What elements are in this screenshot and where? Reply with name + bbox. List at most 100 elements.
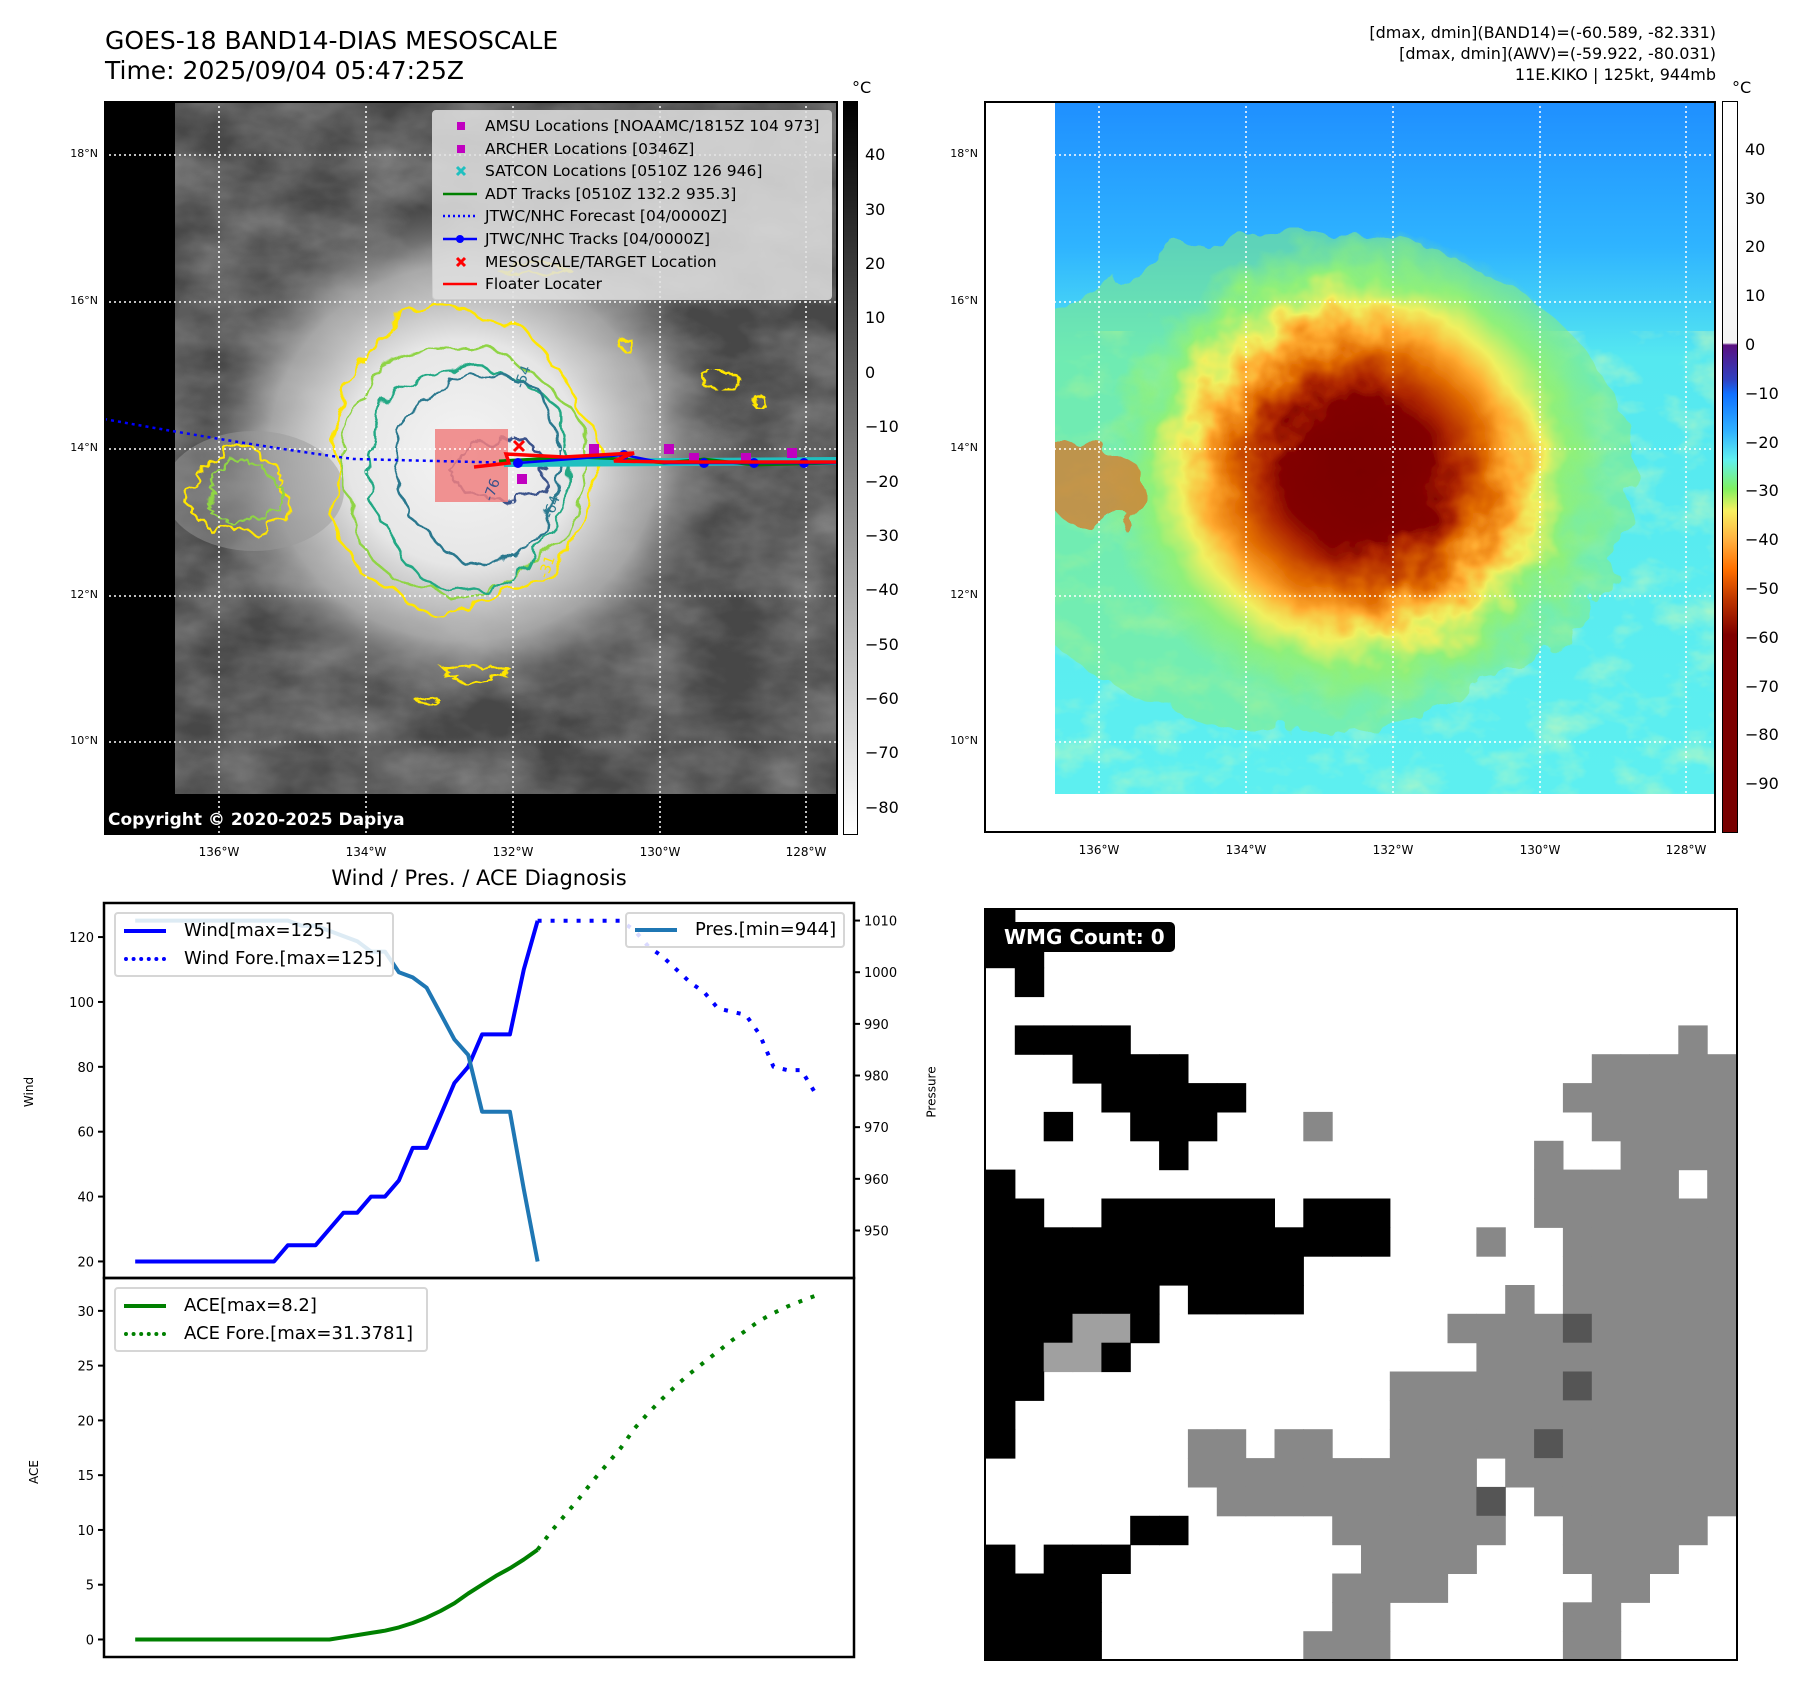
wmg-cell — [1562, 1342, 1593, 1373]
wmg-cell — [1361, 1544, 1391, 1574]
colorbar-tick-label: 10 — [865, 308, 886, 328]
wmg-cell — [1620, 1429, 1650, 1459]
wmg-cell — [1505, 1400, 1535, 1430]
temperature-contour — [440, 664, 512, 685]
wind-forecast-line — [537, 918, 817, 1094]
wmg-cell — [1620, 1111, 1650, 1142]
temperature-contour — [617, 337, 634, 354]
wmg-cell — [1591, 1342, 1622, 1373]
wmg-cell — [1620, 1515, 1650, 1546]
wmg-cell — [1418, 1544, 1449, 1574]
pressure-tick-label: 950 — [864, 1224, 889, 1239]
wind-legend: Wind[max=125] Wind Fore.[max=125] — [114, 912, 394, 977]
temperature-contour — [204, 457, 288, 527]
wmg-cell — [1649, 1458, 1679, 1488]
legend-square-icon — [443, 138, 477, 160]
pressure-axis-label: Pressure — [924, 1066, 939, 1118]
wmg-panel — [984, 908, 1738, 1661]
wmg-cell — [1043, 1573, 1074, 1603]
wmg-cell — [1418, 1458, 1449, 1488]
wmg-cell — [1159, 1256, 1189, 1286]
colorbar-tick-label: −80 — [1745, 725, 1779, 745]
wmg-cell — [1505, 1342, 1535, 1373]
wmg-cell — [986, 1285, 1016, 1315]
wmg-cell — [1014, 1256, 1045, 1286]
amsu-location-marker — [689, 453, 699, 463]
wmg-cell — [1187, 1256, 1218, 1286]
temperature-contour — [413, 695, 442, 707]
wmg-cell — [1014, 1371, 1045, 1401]
wmg-cell — [1620, 1169, 1650, 1199]
wmg-cell — [1678, 1285, 1708, 1315]
wmg-cell — [1707, 1342, 1736, 1373]
wmg-cell — [1418, 1429, 1449, 1459]
wmg-cell — [1216, 1458, 1247, 1488]
wmg-cell — [1447, 1458, 1477, 1488]
colorbar-grayscale — [843, 101, 858, 835]
wmg-cell — [1043, 1313, 1074, 1344]
wmg-cell — [1678, 1515, 1708, 1546]
wmg-cell — [1476, 1486, 1506, 1517]
latitude-label: 12°N — [950, 588, 978, 601]
wmg-cell — [1361, 1515, 1391, 1546]
band14-stats: [dmax, dmin](BAND14)=(-60.589, -82.331) — [1369, 23, 1716, 42]
wmg-cell — [1620, 1083, 1650, 1113]
pressure-tick-label: 990 — [864, 1018, 889, 1033]
wmg-cell — [1418, 1400, 1449, 1430]
figure-time: Time: 2025/09/04 05:47:25Z — [105, 56, 464, 85]
floater-locater-track — [473, 451, 836, 469]
colorbar-tick-label: −50 — [865, 634, 899, 654]
wmg-cell — [1043, 1227, 1074, 1257]
wmg-cell — [986, 1544, 1016, 1574]
wmg-cell — [1014, 1025, 1045, 1055]
legend-label: Wind Fore.[max=125] — [184, 948, 383, 969]
pressure-tick-label: 1010 — [864, 915, 897, 930]
wmg-cell — [1534, 1140, 1564, 1171]
storm-info: 11E.KIKO | 125kt, 944mb — [1514, 65, 1716, 84]
amsu-location-marker — [664, 444, 674, 454]
wmg-cell — [1707, 1227, 1736, 1257]
wmg-cell — [1072, 1631, 1102, 1659]
wmg-count-badge: WMG Count: 0 — [994, 922, 1175, 952]
wmg-cell — [1130, 1198, 1160, 1228]
wmg-cell — [1043, 1285, 1074, 1315]
wind-tick-label: 40 — [77, 1191, 94, 1206]
wmg-cell — [1361, 1227, 1391, 1257]
wmg-cell — [1332, 1631, 1362, 1659]
wmg-cell — [1187, 1429, 1218, 1459]
wmg-cell — [1043, 1111, 1074, 1142]
map-legend-label: Floater Locater — [485, 275, 602, 294]
wmg-cell — [1649, 1140, 1679, 1171]
wmg-cell — [1418, 1371, 1449, 1401]
wmg-cell — [1649, 1342, 1679, 1373]
wmg-cell — [1562, 1083, 1593, 1113]
colorbar-tick-label: −20 — [865, 471, 899, 491]
wmg-cell — [1187, 1111, 1218, 1142]
wmg-cell — [1620, 1342, 1650, 1373]
legend-wind-forecast: Wind Fore.[max=125] — [124, 946, 382, 972]
wmg-cell — [1101, 1054, 1131, 1084]
wmg-cell — [1534, 1458, 1564, 1488]
wmg-cell — [1707, 1486, 1736, 1517]
latitude-label: 14°N — [70, 441, 98, 454]
colorbar-tick-label: −20 — [1745, 432, 1779, 452]
colorbar-tick-label: 40 — [1745, 139, 1766, 159]
wmg-cell — [1389, 1486, 1420, 1517]
wmg-cell — [1476, 1371, 1506, 1401]
wmg-cell — [1014, 1342, 1045, 1373]
pressure-tick-label: 1000 — [864, 966, 897, 981]
wmg-cell — [1274, 1256, 1304, 1286]
amsu-location-marker — [787, 448, 797, 458]
ace-tick-label: 15 — [77, 1469, 94, 1484]
no-data-strip-left — [106, 103, 175, 833]
wmg-cell — [1649, 1400, 1679, 1430]
wmg-cell — [1591, 1169, 1622, 1199]
wmg-cell — [1361, 1631, 1391, 1659]
wmg-cell — [1389, 1573, 1420, 1603]
wmg-cell — [1620, 1573, 1650, 1603]
wmg-cell — [1678, 1083, 1708, 1113]
no-data-strip-bottom — [106, 794, 836, 833]
wmg-cell — [1245, 1198, 1275, 1228]
wmg-cell — [1678, 1256, 1708, 1286]
map-legend-label: SATCON Locations [0510Z 126 946] — [485, 162, 763, 181]
